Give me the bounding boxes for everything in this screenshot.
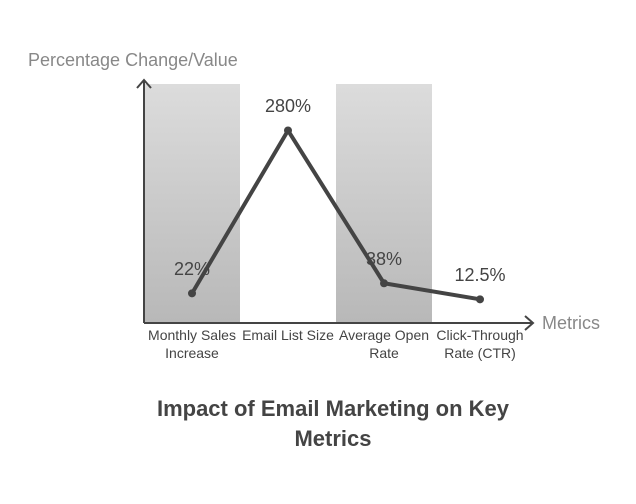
value-label: 38% bbox=[366, 249, 402, 269]
band bbox=[144, 84, 240, 323]
value-label: 22% bbox=[174, 259, 210, 279]
point bbox=[188, 289, 196, 298]
value-label: 12.5% bbox=[454, 265, 505, 285]
chart-title: Impact of Email Marketing on Key Metrics bbox=[156, 396, 510, 451]
point bbox=[380, 279, 388, 288]
x-axis-arrow bbox=[524, 315, 535, 331]
x-tick-label: Monthly Sales Increase bbox=[148, 327, 236, 361]
title-box: Impact of Email Marketing on Key Metrics bbox=[156, 396, 510, 451]
x-axis-label: Metrics bbox=[542, 313, 600, 333]
y-axis-label: Percentage Change/Value bbox=[28, 50, 238, 70]
x-tick-label: Email List Size bbox=[242, 327, 334, 343]
value-label: 280% bbox=[265, 96, 311, 116]
x-tick-box: Monthly Sales Increase bbox=[148, 327, 236, 361]
y-axis-arrow bbox=[136, 78, 152, 89]
x-tick-box: Email List Size bbox=[242, 327, 334, 343]
line bbox=[190, 128, 481, 302]
background-bands bbox=[144, 84, 432, 323]
point bbox=[476, 295, 484, 304]
x-tick-label: Click-Through Rate (CTR) bbox=[436, 327, 524, 361]
x-tick-box: Click-Through Rate (CTR) bbox=[436, 327, 524, 361]
x-tick-label: Average Open Rate bbox=[338, 327, 430, 361]
x-tick-box: Average Open Rate bbox=[338, 327, 430, 361]
point bbox=[284, 126, 292, 135]
